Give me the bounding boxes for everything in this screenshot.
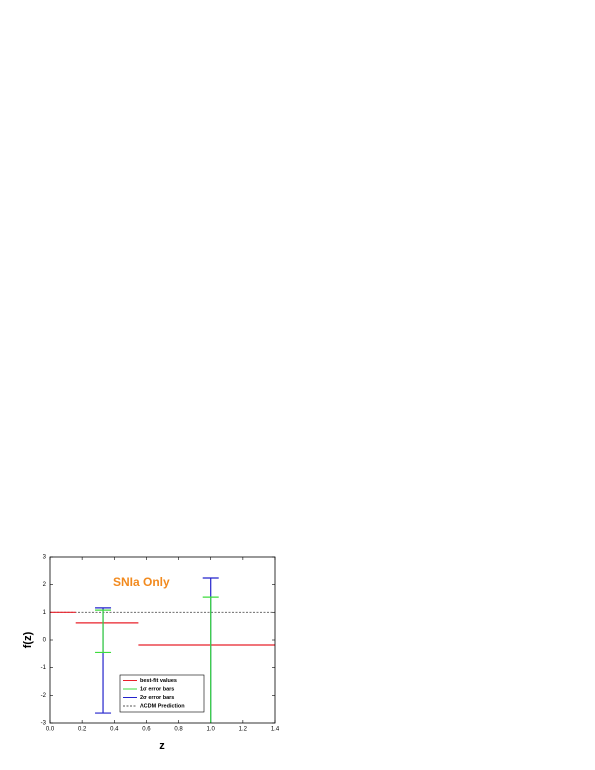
y-tick-label: 3: [43, 555, 47, 561]
x-tick-label: 0.4: [110, 727, 119, 733]
x-tick-label: 1.2: [239, 727, 248, 733]
y-axis-label: f(z): [22, 631, 34, 648]
annotation: SNIa Only: [113, 575, 170, 589]
legend-label: 2σ error bars: [140, 695, 174, 701]
y-tick-label: 2: [43, 582, 47, 588]
plot-frame: [49, 556, 276, 724]
legend-label: best-fit values: [140, 678, 177, 684]
y-tick-label: -1: [41, 665, 47, 671]
x-tick-label: 1.0: [207, 727, 216, 733]
x-axis-label: z: [159, 740, 165, 752]
x-tick-label: 0.6: [142, 727, 151, 733]
legend-label: 1σ error bars: [140, 686, 174, 692]
x-tick-label: 1.4: [271, 727, 280, 733]
y-tick-label: -3: [41, 721, 47, 727]
x-tick-label: 0.8: [174, 727, 183, 733]
x-tick-label: 0.0: [46, 727, 55, 733]
x-tick-label: 0.2: [78, 727, 87, 733]
legend-label: ΛCDM Prediction: [140, 703, 185, 709]
y-tick-label: -2: [41, 693, 47, 699]
y-tick-label: 1: [43, 610, 47, 616]
y-tick-label: 0: [43, 638, 47, 644]
